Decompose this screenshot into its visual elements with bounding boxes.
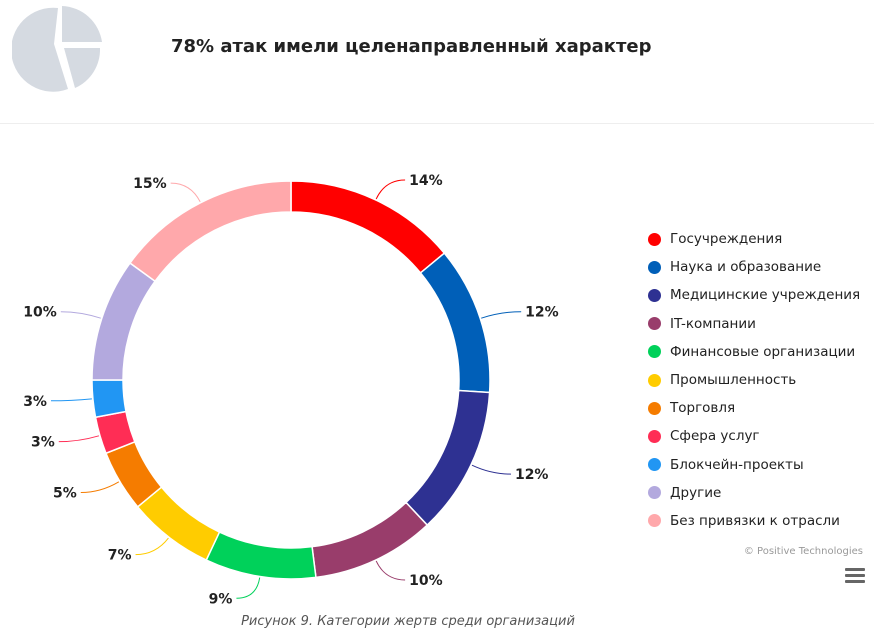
legend-dot <box>648 373 661 387</box>
legend-dot <box>648 288 661 302</box>
slice-8[interactable] <box>91 379 127 419</box>
legend-label: Сфера услуг <box>670 428 760 445</box>
legend-dot <box>648 401 661 415</box>
data-label-1: 12% <box>525 305 559 321</box>
legend-dot <box>648 429 661 443</box>
data-label-4: 9% <box>209 591 233 607</box>
slice-1[interactable] <box>419 252 491 394</box>
slice-5[interactable] <box>136 486 221 562</box>
legend-label: Промышленность <box>670 372 797 389</box>
legend: Госучреждения Наука и образование Медицинс… <box>648 225 860 535</box>
legend-item[interactable]: Медицинские учреждения <box>648 281 860 309</box>
data-label-2: 12% <box>515 467 549 483</box>
data-label-3: 10% <box>409 573 443 589</box>
connector-3 <box>375 560 406 581</box>
legend-item[interactable]: Финансовые организации <box>648 338 860 366</box>
data-label-8: 3% <box>23 394 47 410</box>
connector-0 <box>375 179 406 200</box>
connector-8 <box>50 398 92 402</box>
data-label-0: 14% <box>409 173 443 189</box>
legend-label: Торговля <box>670 400 736 417</box>
data-label-9: 10% <box>23 305 57 321</box>
legend-item[interactable]: Промышленность <box>648 366 860 394</box>
data-label-10: 15% <box>133 176 167 192</box>
slice-0[interactable] <box>290 180 446 274</box>
legend-item[interactable]: IT-компании <box>648 310 860 338</box>
legend-label: Госучреждения <box>670 231 783 248</box>
legend-dot <box>648 514 661 528</box>
hamburger-menu-icon[interactable] <box>845 568 865 584</box>
legend-item[interactable]: Торговля <box>648 394 860 422</box>
connector-1 <box>481 311 522 319</box>
legend-dot <box>648 486 661 500</box>
legend-dot <box>648 458 661 472</box>
legend-dot <box>648 317 661 331</box>
credits[interactable]: © Positive Technologies <box>743 546 863 557</box>
data-label-6: 5% <box>53 485 77 501</box>
connector-10 <box>170 182 201 203</box>
legend-item[interactable]: Без привязки к отрасли <box>648 507 860 535</box>
connector-2 <box>471 464 511 475</box>
legend-label: Блокчейн-проекты <box>670 456 804 473</box>
legend-item[interactable]: Сфера услуг <box>648 422 860 450</box>
header: 78% атак имели целенаправленный характер <box>0 0 874 124</box>
connector-5 <box>135 537 169 556</box>
legend-item[interactable]: Другие <box>648 479 860 507</box>
legend-label: Наука и образование <box>670 259 822 276</box>
data-label-5: 7% <box>108 548 132 564</box>
slice-3[interactable] <box>311 501 429 579</box>
connector-9 <box>60 311 101 319</box>
legend-label: Другие <box>670 484 722 501</box>
page-title: 78% атак имели целенаправленный характер <box>171 36 652 57</box>
slice-10[interactable] <box>128 180 292 283</box>
legend-item[interactable]: Наука и образование <box>648 253 860 281</box>
legend-label: Без привязки к отрасли <box>670 512 840 529</box>
legend-item[interactable]: Блокчейн-проекты <box>648 451 860 479</box>
donut-chart: 14% 12% 12% 10% 9% 7% 5% 3% 3% 10% 15% <box>23 173 559 607</box>
connector-7 <box>58 435 100 443</box>
data-label-7: 3% <box>31 435 55 451</box>
legend-label: Финансовые организации <box>670 343 856 360</box>
legend-label: IT-компании <box>670 315 756 332</box>
legend-dot <box>648 260 661 274</box>
legend-dot <box>648 232 661 246</box>
chart-caption: Рисунок 9. Категории жертв среди организ… <box>241 614 575 629</box>
pie-chart-icon <box>12 6 102 92</box>
slice-4[interactable] <box>205 531 317 580</box>
legend-dot <box>648 345 661 359</box>
connector-6 <box>80 481 120 493</box>
legend-item[interactable]: Госучреждения <box>648 225 860 253</box>
slice-2[interactable] <box>404 389 491 527</box>
connector-4 <box>236 577 261 599</box>
slice-9[interactable] <box>91 261 157 381</box>
legend-label: Медицинские учреждения <box>670 287 861 304</box>
